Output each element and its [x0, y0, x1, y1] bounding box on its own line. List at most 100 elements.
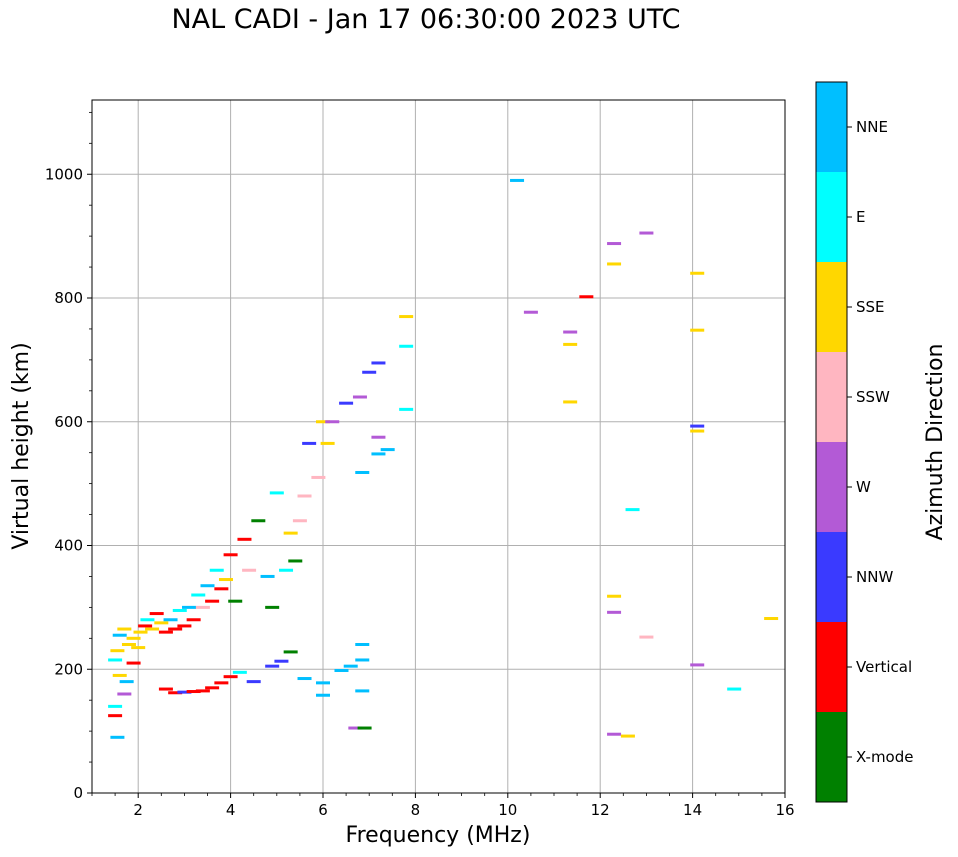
- data-point: [177, 690, 192, 694]
- colorbar-segment: [816, 352, 847, 442]
- data-point: [191, 593, 206, 597]
- colorbar-label: SSW: [856, 388, 890, 406]
- data-point: [302, 441, 317, 445]
- data-point: [690, 328, 705, 332]
- colorbar-label: NNW: [856, 568, 893, 586]
- data-point: [607, 732, 622, 736]
- data-point: [108, 714, 123, 718]
- data-point: [297, 677, 312, 681]
- data-point: [117, 692, 132, 696]
- colorbar: X-mode Vertical NNW W SSW SSE E NNE: [815, 81, 913, 803]
- data-point: [274, 659, 289, 663]
- data-point: [158, 630, 173, 634]
- data-point: [639, 635, 654, 639]
- data-point: [168, 627, 183, 631]
- data-point: [352, 395, 367, 399]
- y-axis-ticks: 0 200 400 600 800 1000: [45, 111, 92, 802]
- data-point: [311, 475, 326, 479]
- data-point: [195, 605, 210, 609]
- data-point: [133, 630, 148, 634]
- plot-area: [92, 100, 785, 793]
- x-tick-label: 10: [498, 801, 517, 819]
- data-point: [355, 689, 370, 693]
- data-point: [764, 617, 779, 621]
- data-point: [110, 735, 125, 739]
- data-point: [292, 519, 307, 523]
- data-point: [138, 624, 153, 628]
- data-point: [339, 401, 354, 405]
- data-point: [242, 568, 257, 572]
- data-point: [172, 608, 187, 612]
- data-point: [607, 262, 622, 266]
- data-point: [182, 605, 197, 609]
- data-point: [223, 553, 238, 557]
- data-point: [218, 578, 233, 582]
- data-point: [690, 424, 705, 428]
- data-point: [371, 435, 386, 439]
- data-point: [260, 574, 275, 578]
- data-point: [149, 612, 164, 616]
- data-point: [186, 618, 201, 622]
- data-point: [209, 568, 224, 572]
- data-point: [362, 370, 377, 374]
- data-point: [283, 650, 298, 654]
- data-point: [334, 668, 349, 672]
- x-tick-label: 14: [683, 801, 702, 819]
- data-point: [563, 400, 578, 404]
- x-tick-label: 16: [775, 801, 794, 819]
- data-point: [607, 594, 622, 598]
- data-point: [246, 680, 261, 684]
- data-point: [145, 627, 160, 631]
- data-point: [110, 649, 125, 653]
- data-points: [108, 178, 779, 739]
- data-point: [343, 664, 358, 668]
- data-point: [355, 470, 370, 474]
- data-point: [316, 693, 330, 697]
- data-point: [112, 633, 127, 637]
- x-tick-label: 6: [318, 801, 328, 819]
- data-point: [399, 344, 414, 348]
- data-point: [690, 429, 705, 433]
- colorbar-label: Vertical: [856, 658, 912, 676]
- data-point: [320, 441, 335, 445]
- data-point: [119, 680, 134, 684]
- data-point: [177, 624, 192, 628]
- data-point: [607, 242, 622, 246]
- data-point: [690, 271, 705, 275]
- data-point: [325, 420, 340, 424]
- data-point: [316, 681, 330, 685]
- data-point: [639, 231, 654, 235]
- data-point: [228, 599, 243, 603]
- data-point: [380, 448, 395, 452]
- data-point: [154, 621, 169, 625]
- data-point: [348, 726, 363, 730]
- data-point: [251, 519, 266, 523]
- x-tick-label: 8: [411, 801, 421, 819]
- y-tick-label: 600: [54, 413, 83, 431]
- data-point: [117, 627, 132, 631]
- data-point: [140, 618, 155, 622]
- colorbar-label: NNE: [856, 118, 888, 136]
- data-point: [265, 664, 280, 668]
- data-point: [371, 452, 386, 456]
- data-point: [523, 310, 538, 314]
- data-point: [399, 407, 414, 411]
- y-tick-label: 800: [54, 289, 83, 307]
- data-point: [112, 673, 127, 677]
- colorbar-segment: [816, 532, 847, 622]
- y-tick-label: 1000: [45, 165, 83, 183]
- data-point: [399, 315, 414, 319]
- colorbar-label: W: [856, 478, 871, 496]
- colorbar-segment: [816, 262, 847, 352]
- data-point: [168, 691, 183, 695]
- data-point: [297, 494, 312, 498]
- data-point: [163, 618, 178, 622]
- y-tick-label: 200: [54, 660, 83, 678]
- data-point: [237, 537, 252, 541]
- data-point: [205, 686, 220, 690]
- y-tick-label: 400: [54, 537, 83, 555]
- x-tick-label: 12: [591, 801, 610, 819]
- data-point: [214, 681, 229, 685]
- data-point: [126, 661, 141, 665]
